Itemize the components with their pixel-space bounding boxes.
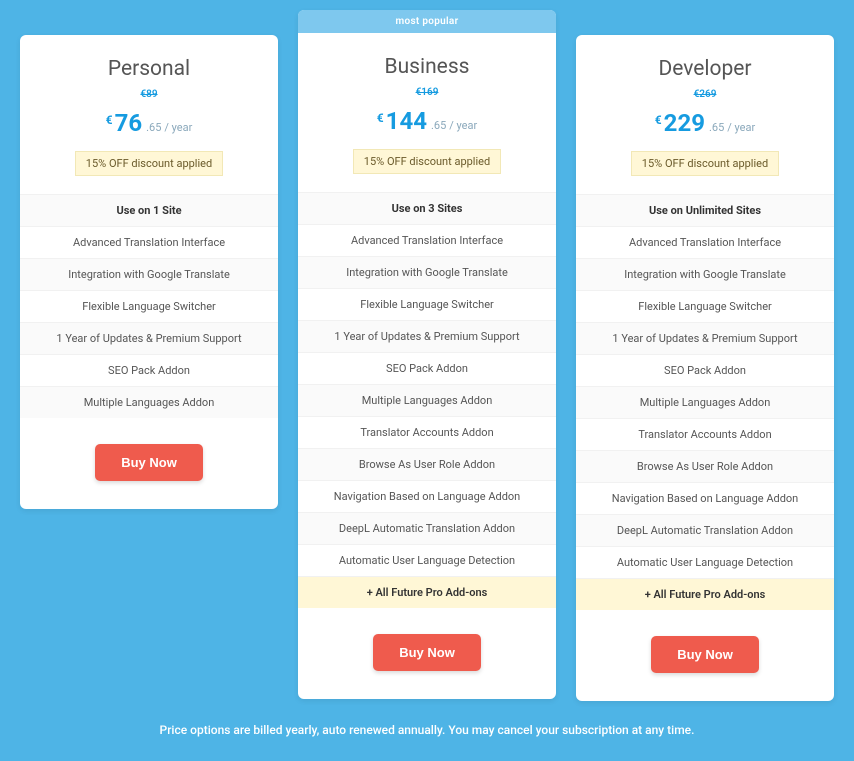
plan-head: Business €169 €144 .65/ year 15% OFF discoun… <box>298 33 556 192</box>
price-amount: 229 <box>664 109 705 137</box>
discount-badge: 15% OFF discount applied <box>353 149 501 174</box>
popular-banner: most popular <box>298 10 556 33</box>
feature-item: SEO Pack Addon <box>576 354 834 386</box>
pricing-plans: Personal€89€76.65/ year15% OFF discount … <box>20 10 834 701</box>
price-cents: .65 <box>431 119 446 132</box>
feature-item: Advanced Translation Interface <box>298 224 556 256</box>
buy-now-button[interactable]: Buy Now <box>373 634 481 671</box>
plan-title: Developer <box>592 57 818 81</box>
feature-item: Multiple Languages Addon <box>298 384 556 416</box>
price-cents: .65 <box>146 121 161 134</box>
feature-item: Multiple Languages Addon <box>576 386 834 418</box>
discount-badge: 15% OFF discount applied <box>75 151 223 176</box>
price-line: €229 .65/ year <box>592 109 818 137</box>
plan-card-personal: Personal €89 €76.65/ year 15% OFF discount … <box>20 35 278 509</box>
plan-card-developer: Developer €269 €229 .65/ year 15% OFF discou… <box>576 35 834 701</box>
old-price: €269 <box>694 89 717 100</box>
plan-head: Personal €89 €76.65/ year 15% OFF discount … <box>20 35 278 194</box>
price-period: / year <box>164 121 192 134</box>
old-price: €169 <box>416 87 439 98</box>
feature-item: Flexible Language Switcher <box>298 288 556 320</box>
feature-item: 1 Year of Updates & Premium Support <box>576 322 834 354</box>
buy-now-button[interactable]: Buy Now <box>95 444 203 481</box>
feature-item: Integration with Google Translate <box>298 256 556 288</box>
price-period: / year <box>449 119 477 132</box>
currency-symbol: € <box>106 113 113 127</box>
feature-sites: Use on Unlimited Sites <box>576 194 834 226</box>
cta-wrap: Buy Now <box>576 610 834 701</box>
feature-item: Flexible Language Switcher <box>576 290 834 322</box>
feature-item: Multiple Languages Addon <box>20 386 278 418</box>
feature-list: Use on Unlimited SitesAdvanced Translati… <box>576 194 834 610</box>
feature-sites: Use on 1 Site <box>20 194 278 226</box>
feature-item: 1 Year of Updates & Premium Support <box>20 322 278 354</box>
feature-item: Automatic User Language Detection <box>298 544 556 576</box>
feature-future-addons: + All Future Pro Add-ons <box>576 578 834 610</box>
feature-item: Automatic User Language Detection <box>576 546 834 578</box>
price-cents: .65 <box>709 121 724 134</box>
feature-item: SEO Pack Addon <box>298 352 556 384</box>
price-amount: 76 <box>115 109 143 137</box>
feature-item: Navigation Based on Language Addon <box>576 482 834 514</box>
feature-item: 1 Year of Updates & Premium Support <box>298 320 556 352</box>
feature-item: Flexible Language Switcher <box>20 290 278 322</box>
feature-item: Browse As User Role Addon <box>576 450 834 482</box>
feature-item: Advanced Translation Interface <box>576 226 834 258</box>
currency-symbol: € <box>655 113 662 127</box>
feature-item: DeepL Automatic Translation Addon <box>298 512 556 544</box>
old-price: €89 <box>140 89 157 100</box>
feature-sites: Use on 3 Sites <box>298 192 556 224</box>
feature-future-addons: + All Future Pro Add-ons <box>298 576 556 608</box>
footer-note: Price options are billed yearly, auto re… <box>20 723 834 737</box>
feature-item: Advanced Translation Interface <box>20 226 278 258</box>
feature-list: Use on 1 SiteAdvanced Translation Interf… <box>20 194 278 418</box>
currency-symbol: € <box>377 111 384 125</box>
feature-list: Use on 3 SitesAdvanced Translation Inter… <box>298 192 556 608</box>
feature-item: Integration with Google Translate <box>576 258 834 290</box>
feature-item: Translator Accounts Addon <box>298 416 556 448</box>
price-amount: 144 <box>386 107 427 135</box>
plan-head: Developer €269 €229 .65/ year 15% OFF discou… <box>576 35 834 194</box>
plan-card-business: most popular Business €169 €144 .65/ year 15%… <box>298 10 556 699</box>
price-period: / year <box>727 121 755 134</box>
feature-item: SEO Pack Addon <box>20 354 278 386</box>
feature-item: Navigation Based on Language Addon <box>298 480 556 512</box>
buy-now-button[interactable]: Buy Now <box>651 636 759 673</box>
price-line: €76.65/ year <box>36 109 262 137</box>
plan-title: Personal <box>36 57 262 81</box>
feature-item: DeepL Automatic Translation Addon <box>576 514 834 546</box>
feature-item: Browse As User Role Addon <box>298 448 556 480</box>
cta-wrap: Buy Now <box>20 418 278 509</box>
cta-wrap: Buy Now <box>298 608 556 699</box>
feature-item: Translator Accounts Addon <box>576 418 834 450</box>
plan-title: Business <box>314 55 540 79</box>
feature-item: Integration with Google Translate <box>20 258 278 290</box>
price-line: €144 .65/ year <box>314 107 540 135</box>
discount-badge: 15% OFF discount applied <box>631 151 779 176</box>
